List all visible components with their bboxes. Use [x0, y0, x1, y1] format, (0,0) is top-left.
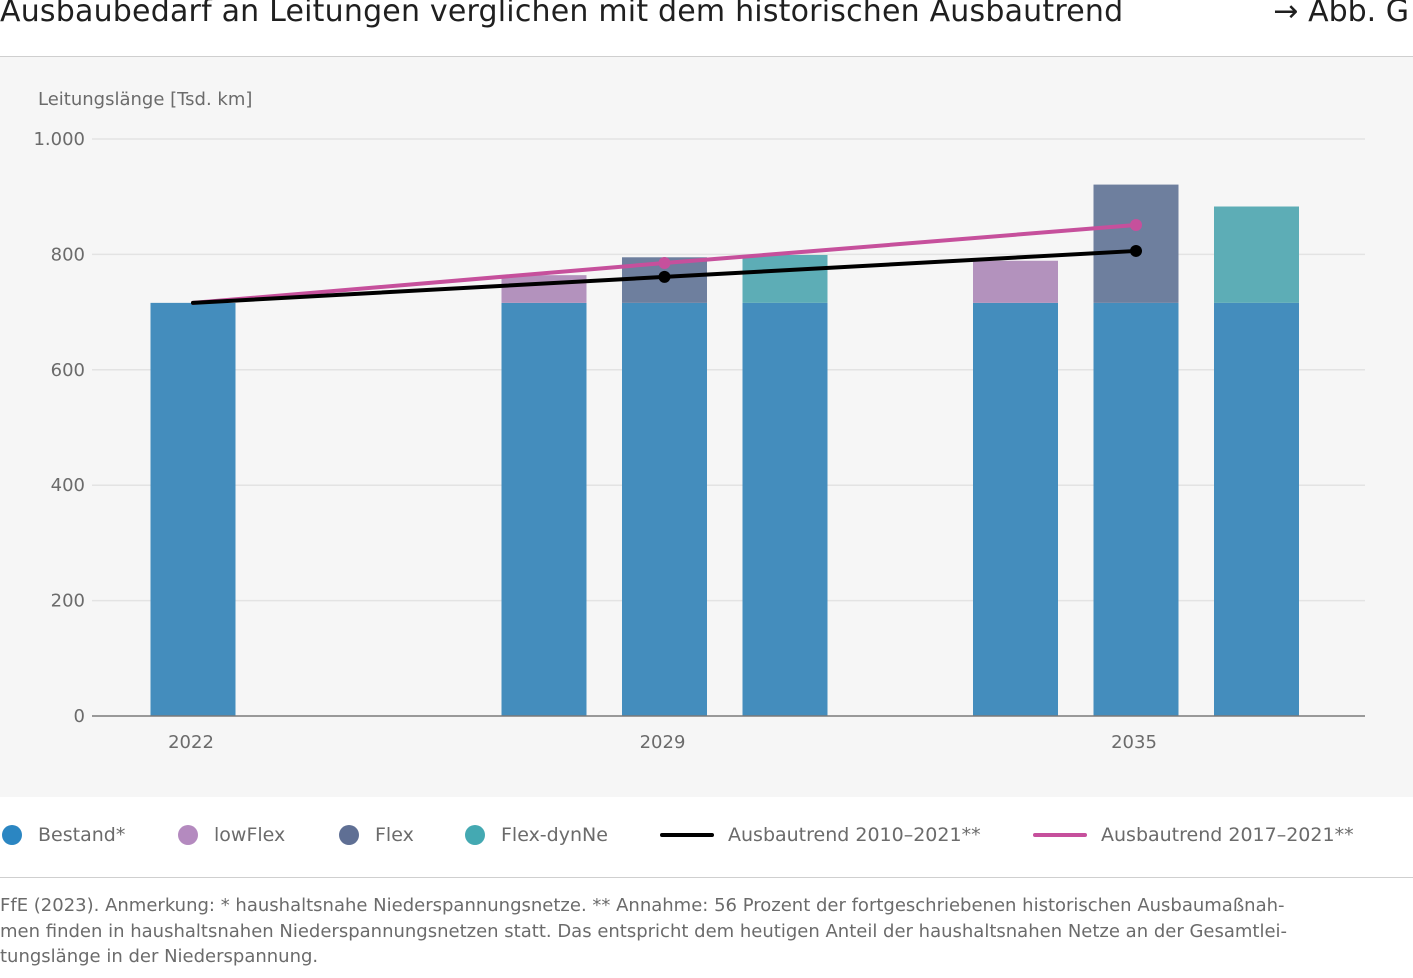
- legend-label-trend-2010-2021: Ausbautrend 2010–2021**: [728, 824, 981, 846]
- legend-item-trend-2017-2021: Ausbautrend 2017–2021**: [1033, 815, 1354, 855]
- y-tick-label: 1.000: [33, 129, 85, 150]
- legend-item-trend-2010-2021: Ausbautrend 2010–2021**: [660, 815, 981, 855]
- trend-point-ausbautrend-2017-2021[interactable]: [658, 257, 671, 270]
- y-tick-label: 200: [51, 591, 85, 612]
- bar-segment-bestand[interactable]: [973, 302, 1058, 716]
- footer-divider: [0, 877, 1413, 878]
- trend-point-ausbautrend-2010-2021[interactable]: [658, 270, 671, 283]
- footnote-line: men finden in haushaltsnahen Niederspann…: [0, 920, 1288, 942]
- chart-canvas: Leitungslänge [Tsd. km] 0 200 400 600 800 1.00…: [33, 89, 1365, 753]
- legend-item-lowflex: lowFlex: [178, 815, 285, 855]
- bar-segment-bestand[interactable]: [622, 302, 707, 716]
- legend-label-flex: Flex: [375, 824, 414, 846]
- legend-item-bestand: Bestand*: [2, 815, 125, 855]
- bar-segment-lowflex[interactable]: [973, 260, 1058, 303]
- trend-point-ausbautrend-2010-2021[interactable]: [1130, 244, 1142, 257]
- legend-label-bestand: Bestand*: [38, 824, 126, 846]
- legend-swatch-flex: [339, 825, 359, 845]
- footnote-line: tungslänge in der Niederspannung.: [0, 946, 319, 967]
- legend-line-trend-2010-2021: [660, 833, 714, 837]
- x-tick-label: 2029: [640, 732, 686, 753]
- legend-label-flex-dynne: Flex-dynNe: [501, 824, 608, 846]
- bar-segment-bestand[interactable]: [742, 302, 828, 716]
- y-tick-label: 600: [51, 360, 85, 381]
- legend-label-trend-2017-2021: Ausbautrend 2017–2021**: [1101, 824, 1354, 846]
- footnote-line: FfE (2023). Anmerkung: * haushaltsnahe N…: [0, 895, 1285, 916]
- legend-swatch-lowflex: [178, 825, 198, 845]
- y-tick-label: 400: [51, 475, 85, 496]
- x-tick-label: 2022: [168, 732, 214, 753]
- bar-segment-bestand[interactable]: [1093, 302, 1179, 716]
- bar-segment-flex-dynne[interactable]: [1214, 206, 1299, 303]
- footnote: FfE (2023). Anmerkung: * haushaltsnahe N…: [0, 893, 1400, 970]
- bar-segment-bestand[interactable]: [150, 302, 236, 716]
- x-tick-label: 2035: [1111, 732, 1157, 753]
- bar-segment-flex-dynne[interactable]: [742, 254, 828, 303]
- chart-title: Ausbaubedarf an Leitungen verglichen mit…: [0, 0, 1124, 29]
- bar-segment-flex[interactable]: [1093, 184, 1179, 303]
- legend-item-flex: Flex: [339, 815, 414, 855]
- figure-reference-link[interactable]: → Abb. G: [1273, 0, 1409, 29]
- legend-swatch-bestand: [2, 825, 22, 845]
- bar-segment-bestand[interactable]: [501, 302, 587, 716]
- y-tick-label: 800: [51, 244, 85, 265]
- legend-line-trend-2017-2021: [1033, 833, 1087, 837]
- y-axis-title: Leitungslänge [Tsd. km]: [38, 89, 252, 110]
- bar-segment-bestand[interactable]: [1214, 302, 1299, 716]
- chart-header: Ausbaubedarf an Leitungen verglichen mit…: [0, 0, 1413, 57]
- bar-segment-lowflex[interactable]: [501, 275, 587, 303]
- trend-point-ausbautrend-2017-2021[interactable]: [1130, 218, 1142, 231]
- legend: Bestand* lowFlex Flex Flex-dynNe Ausbaut…: [0, 815, 1413, 859]
- legend-swatch-flex-dynne: [465, 825, 485, 845]
- legend-item-flex-dynne: Flex-dynNe: [465, 815, 608, 855]
- legend-label-lowflex: lowFlex: [214, 824, 286, 846]
- y-tick-label: 0: [74, 706, 85, 727]
